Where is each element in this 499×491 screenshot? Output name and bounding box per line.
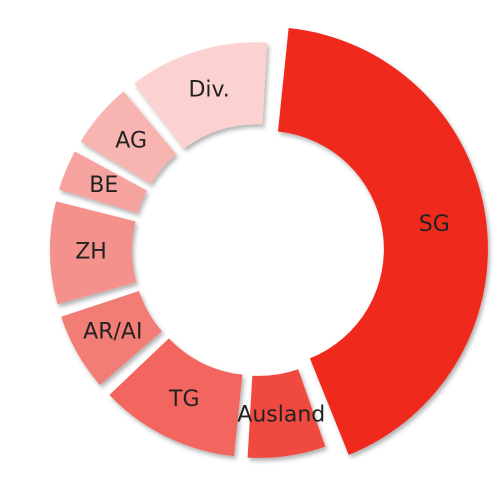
slice-label: SG (419, 212, 450, 237)
slice-label: AG (115, 128, 147, 153)
slice (50, 201, 137, 305)
slice-label: Ausland (237, 402, 325, 427)
slice-label: ZH (75, 239, 107, 264)
slice (59, 151, 147, 214)
donut (50, 28, 488, 458)
slice (134, 42, 268, 149)
slice-label: Div. (188, 77, 229, 102)
slice-label: BE (89, 173, 118, 198)
slice (80, 91, 177, 184)
slice-label: AR/AI (83, 320, 142, 345)
slice-label: TG (168, 387, 200, 412)
slice (277, 28, 488, 455)
slice (61, 291, 162, 385)
slice (247, 369, 326, 458)
slice (109, 338, 243, 457)
